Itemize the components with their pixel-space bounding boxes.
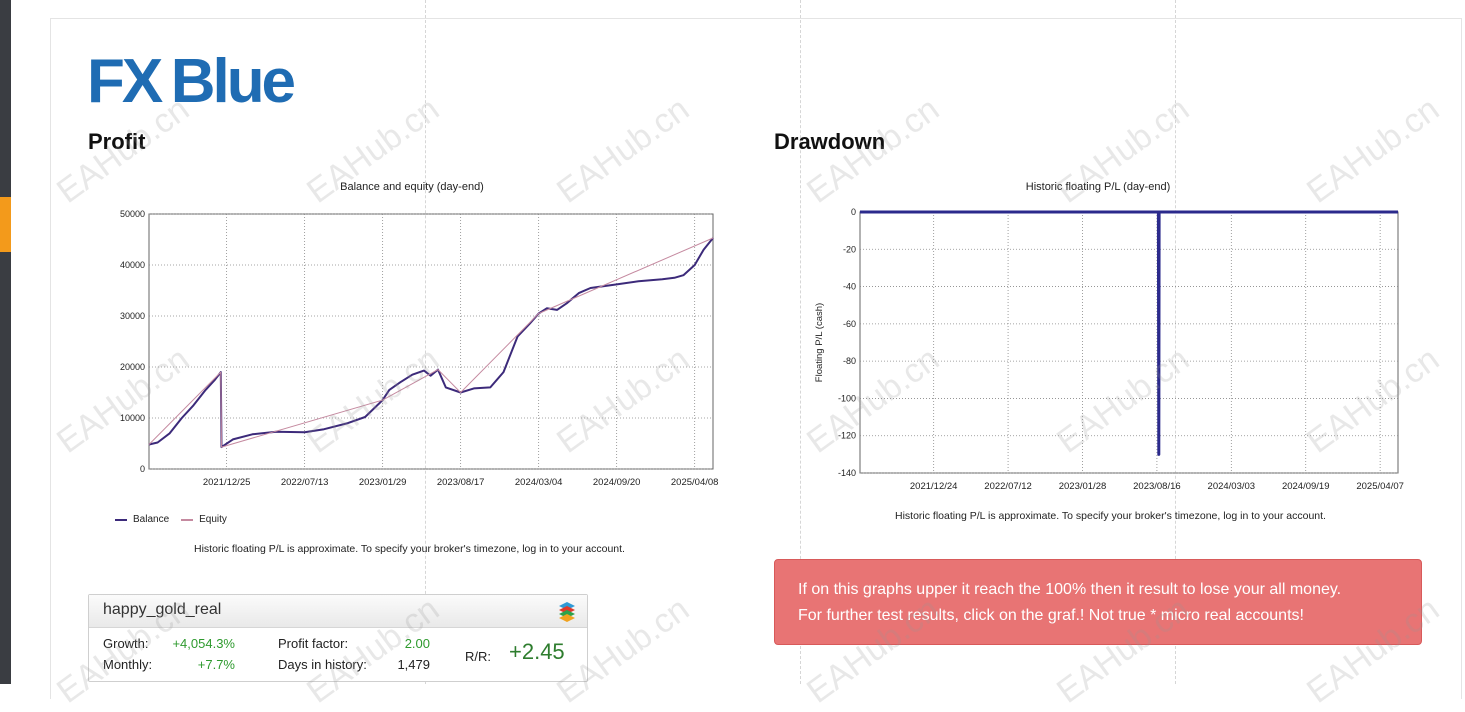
growth-label: Growth: (103, 636, 149, 651)
chart-legend: Balance Equity (115, 514, 227, 525)
days-history-label: Days in history: (278, 657, 367, 672)
profit-factor-value: 2.00 (404, 636, 430, 651)
profit-note: Historic floating P/L is approximate. To… (194, 543, 625, 555)
y-tick-label: 20000 (120, 362, 145, 372)
legend-balance-swatch (115, 518, 127, 521)
grid-guide (800, 0, 801, 684)
monthly-label: Monthly: (103, 657, 153, 672)
floating-pl-chart[interactable]: 0 -20 -40 -60 -80 -100 -120 -140 2021/12/24 2022/… (780, 200, 1420, 500)
balance-chart-title: Balance and equity (day-end) (340, 181, 484, 193)
y-tick-label: 10000 (120, 413, 145, 423)
grid-guide (1175, 0, 1176, 684)
series-line-equity (148, 237, 714, 448)
left-sidebar (0, 0, 11, 684)
drawdown-note: Historic floating P/L is approximate. To… (895, 510, 1326, 522)
y-tick-label: 50000 (120, 209, 145, 219)
x-tick-label: 2023/08/16 (1133, 481, 1181, 492)
y-tick-label: -120 (838, 431, 856, 441)
y-tick-label: -80 (843, 356, 856, 366)
fxblue-cube-icon (559, 602, 575, 622)
legend-balance-label: Balance (133, 514, 170, 525)
plot-area (859, 211, 1399, 474)
x-tick-label: 2023/01/28 (1059, 481, 1107, 492)
x-tick-label: 2024/03/03 (1208, 481, 1256, 492)
alert-line-2: For further test results, click on the g… (798, 607, 1304, 624)
x-tick-label: 2024/09/20 (593, 477, 641, 488)
logo-blue: Blue (170, 47, 296, 116)
profit-title: Profit (88, 129, 146, 154)
sidebar-active-tab[interactable] (0, 197, 11, 252)
x-tick-label: 2023/08/17 (437, 477, 485, 488)
x-tick-label: 2021/12/25 (203, 477, 251, 488)
y-tick-label: -60 (843, 319, 856, 329)
x-tick-label: 2022/07/12 (984, 481, 1032, 492)
profit-factor-label: Profit factor: (278, 636, 349, 651)
y-tick-label: 40000 (120, 260, 145, 270)
rr-value: +2.45 (509, 639, 565, 664)
rr-label: R/R: (465, 649, 491, 664)
series-line-floating-pl (860, 210, 1398, 456)
x-tick-label: 2022/07/13 (281, 477, 329, 488)
x-tick-label: 2023/01/29 (359, 477, 407, 488)
y-tick-label: 0 (851, 207, 856, 217)
legend-equity-label: Equity (199, 514, 227, 525)
balance-equity-chart[interactable]: 0 10000 20000 30000 40000 50000 2021/12/25 2022… (100, 200, 725, 495)
grid-guide (425, 0, 426, 684)
y-tick-label: -100 (838, 393, 856, 403)
days-history-value: 1,479 (397, 657, 430, 672)
plot-area (148, 213, 714, 470)
account-widget-header: happy_gold_real (89, 595, 587, 628)
x-tick-label: 2025/04/08 (671, 477, 719, 488)
alert-line-1: If on this graphs upper it reach the 100… (798, 581, 1342, 598)
series-line-balance (148, 237, 714, 449)
drawdown-title: Drawdown (774, 129, 886, 154)
growth-value: +4,054.3% (172, 636, 235, 651)
legend-equity-swatch (181, 518, 194, 521)
y-axis-label: Floating P/L (cash) (814, 303, 825, 382)
y-tick-label: -140 (838, 468, 856, 478)
x-tick-label: 2021/12/24 (910, 481, 958, 492)
x-tick-label: 2024/09/19 (1282, 481, 1330, 492)
drawdown-chart-title: Historic floating P/L (day-end) (1025, 181, 1171, 193)
y-tick-label: -40 (843, 282, 856, 292)
warning-alert[interactable]: If on this graphs upper it reach the 100… (774, 559, 1422, 645)
y-tick-label: -20 (843, 244, 856, 254)
fxblue-logo[interactable]: FX Blue (87, 51, 296, 113)
account-name[interactable]: happy_gold_real (103, 601, 222, 618)
x-tick-label: 2024/03/04 (515, 477, 563, 488)
account-widget[interactable]: happy_gold_real Growth: +4,054.3% Monthl… (88, 594, 588, 682)
y-tick-label: 0 (140, 464, 145, 474)
logo-fx: FX (87, 47, 163, 116)
y-tick-label: 30000 (120, 311, 145, 321)
monthly-value: +7.7% (197, 657, 235, 672)
x-tick-label: 2025/04/07 (1356, 481, 1404, 492)
